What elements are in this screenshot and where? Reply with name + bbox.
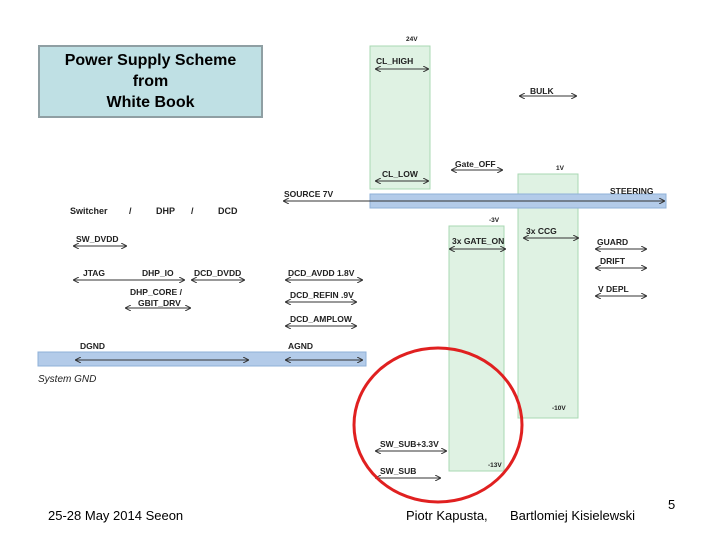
label-dhp-core: DHP_CORE / [130,287,182,297]
title-box: Power Supply Scheme from White Book [38,45,263,118]
page-number: 5 [668,497,676,512]
title-line-1: Power Supply Scheme [64,52,237,69]
voltage-m13v: -13V [488,462,502,469]
rail-24v [369,45,431,190]
label-bulk: BULK [530,86,554,96]
header-sep-1: / [129,206,132,216]
footer-author-2: Bartlomiej Kisielewski [510,508,635,523]
rail-system-gnd [37,351,367,367]
highlight-circle [352,346,524,504]
label-system-gnd: System GND [38,374,97,385]
label-cl-low: CL_LOW [382,169,418,179]
label-cl-high: CL_HIGH [376,56,414,66]
rail-gate-on [448,225,505,472]
voltage-m10v: -10V [552,405,566,412]
label-dcd-amplow: DCD_AMPLOW [290,314,352,324]
label-source-7v: SOURCE 7V [284,189,334,199]
header-sep-2: / [191,206,194,216]
label-steering: STEERING [610,186,654,196]
header-dcd: DCD [218,206,238,216]
header-switcher: Switcher [70,206,108,216]
label-sw-dvdd: SW_DVDD [76,234,119,244]
label-gate-off: Gate_OFF [455,159,496,169]
voltage-1v: 1V [556,165,564,172]
label-dcd-avdd: DCD_AVDD 1.8V [288,268,355,278]
label-jtag: JTAG [83,268,106,278]
header-dhp: DHP [156,206,176,216]
footer-date-place: 25-28 May 2014 Seeon [48,508,184,523]
label-sw-sub-33: SW_SUB+3.3V [380,439,439,449]
label-drift: DRIFT [600,256,626,266]
label-agnd: AGND [288,341,314,351]
label-dcd-dvdd: DCD_DVDD [194,268,242,278]
label-gate-on: 3x GATE_ON [452,236,505,246]
rail-1v [517,173,579,419]
footer-author-1: Piotr Kapusta, [406,508,488,523]
title-line-3: White Book [106,94,195,111]
label-sw-sub: SW_SUB [380,466,417,476]
title-line-2: from [132,73,169,90]
label-dgnd: DGND [80,341,106,351]
label-v-depl: V DEPL [598,284,629,294]
label-guard: GUARD [597,237,629,247]
label-ccg: 3x CCG [526,226,557,236]
voltage-m3v: -3V [489,217,500,224]
label-dhp-io: DHP_IO [142,268,174,278]
label-gbit-drv: GBIT_DRV [138,298,181,308]
label-dcd-refin: DCD_REFIN .9V [290,290,354,300]
voltage-24v: 24V [406,36,418,43]
